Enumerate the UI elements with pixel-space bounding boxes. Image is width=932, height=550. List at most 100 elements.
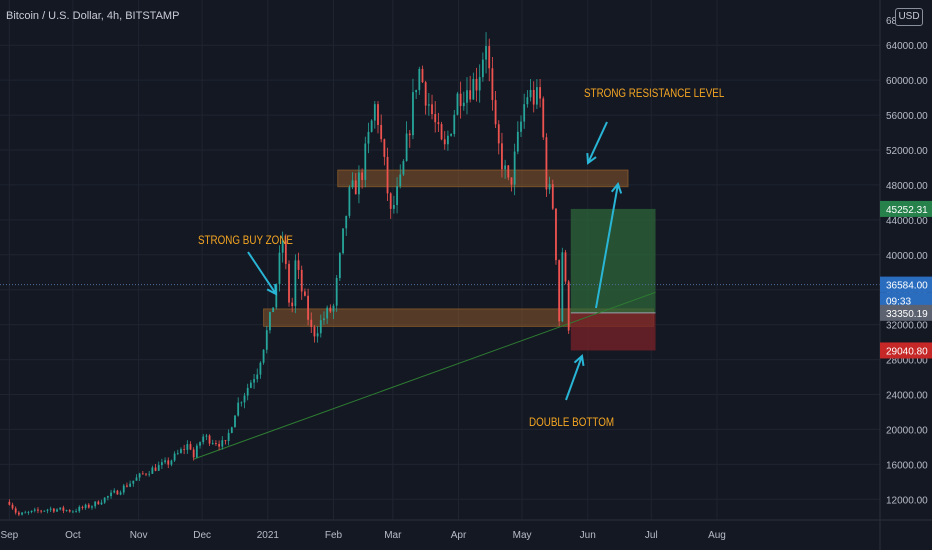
candle-body [504,165,507,170]
candle-body [402,160,405,175]
candle-body [246,387,249,396]
candle-body [278,252,281,285]
price-tick-label: 32000.00 [886,321,928,332]
candle-body [151,467,154,474]
annotation-double-bottom: DOUBLE BOTTOM [529,416,614,429]
candle-body [259,362,262,375]
candle-body [180,449,182,453]
candle-body [202,436,205,443]
current-price-label-bg [880,276,932,293]
candle-body [567,281,570,331]
currency-button[interactable]: USD [895,8,923,26]
candle-body [227,432,230,442]
candle-body [253,379,255,383]
candle-body [383,139,386,157]
target-price-label-bg [880,200,932,217]
annotation-texts: STRONG RESISTANCE LEVEL STRONG BUY ZONE DO… [198,87,724,429]
candle-body [132,480,135,484]
candle-body [529,89,532,98]
candle-body [418,68,421,91]
entry-price-label: 33350.19 [886,309,928,320]
candle-body [542,98,545,138]
time-tick-label: Jul [645,530,658,541]
candle-body [396,186,398,205]
candle-body [310,319,313,327]
candle-body [183,449,186,450]
candle-body [78,506,81,512]
candle-body [332,305,335,312]
price-tick-label: 16000.00 [886,460,928,471]
candle-body [456,93,459,115]
candle-body [211,443,214,444]
candle-body [129,483,132,487]
buy-zone-arrow [247,251,277,295]
candle-body [329,307,332,312]
candle-body [535,87,538,105]
candle-body [52,508,55,512]
candle-body [288,263,290,303]
candle-body [386,156,389,194]
candle-body [148,473,151,475]
time-tick-label: Feb [325,530,343,541]
candle-body [199,442,201,446]
candle-body [119,492,122,495]
candle-body [103,497,106,503]
candle-body [135,477,138,481]
candle-body [43,510,46,512]
candle-body [91,506,93,508]
candle-body [243,395,246,403]
candle-body [68,510,71,512]
candle-body [59,507,62,510]
candle-body [208,435,211,444]
candle-body [412,92,414,136]
candle-body [189,444,192,450]
resistance-arrow-head [586,152,597,165]
candle-body [75,511,77,512]
double-bottom-arrow-head [573,354,585,367]
candle-body [8,501,11,505]
candle-body [545,137,548,190]
price-tick-label: 40000.00 [886,251,928,262]
candle-body [380,124,383,140]
target-area [570,208,656,313]
candle-body [256,374,259,380]
candle-body [240,402,243,404]
candle-body [367,131,370,144]
candle-body [526,97,529,105]
projection-arrow [595,183,619,309]
time-axis[interactable]: Sep Oct Nov Dec 2021 Feb Mar Apr May Jun Jul Aug [0,519,932,541]
candle-body [300,269,303,292]
candle-body [160,462,163,466]
candle-body [351,180,354,188]
stop-area [570,312,656,351]
candle-body [551,184,554,209]
candle-body [472,78,475,100]
candle-body [24,512,27,514]
long-position-tool[interactable] [570,208,656,351]
candle-body [392,204,395,209]
candle-body [281,240,284,253]
candle-body [389,193,392,209]
annotation-resistance: STRONG RESISTANCE LEVEL [584,87,724,100]
candle-body [262,349,265,363]
price-tick-label: 52000.00 [886,146,928,157]
candle-body [316,333,319,337]
candle-body [405,133,408,161]
candle-body [434,114,437,123]
candle-body [170,460,173,465]
candle-body [218,443,221,447]
time-tick-label: May [513,530,532,541]
time-tick-label: Dec [193,530,211,541]
candle-body [265,330,268,350]
candle-body [87,504,90,508]
candle-body [46,509,49,511]
trendline[interactable] [0,284,880,460]
candle-body [488,46,491,69]
price-tick-label: 44000.00 [886,216,928,227]
candle-body [348,187,351,216]
candle-body [17,512,20,515]
ascending-trendline [193,291,656,460]
price-tick-label-top: 68 [886,16,898,27]
candle-body [173,453,176,461]
